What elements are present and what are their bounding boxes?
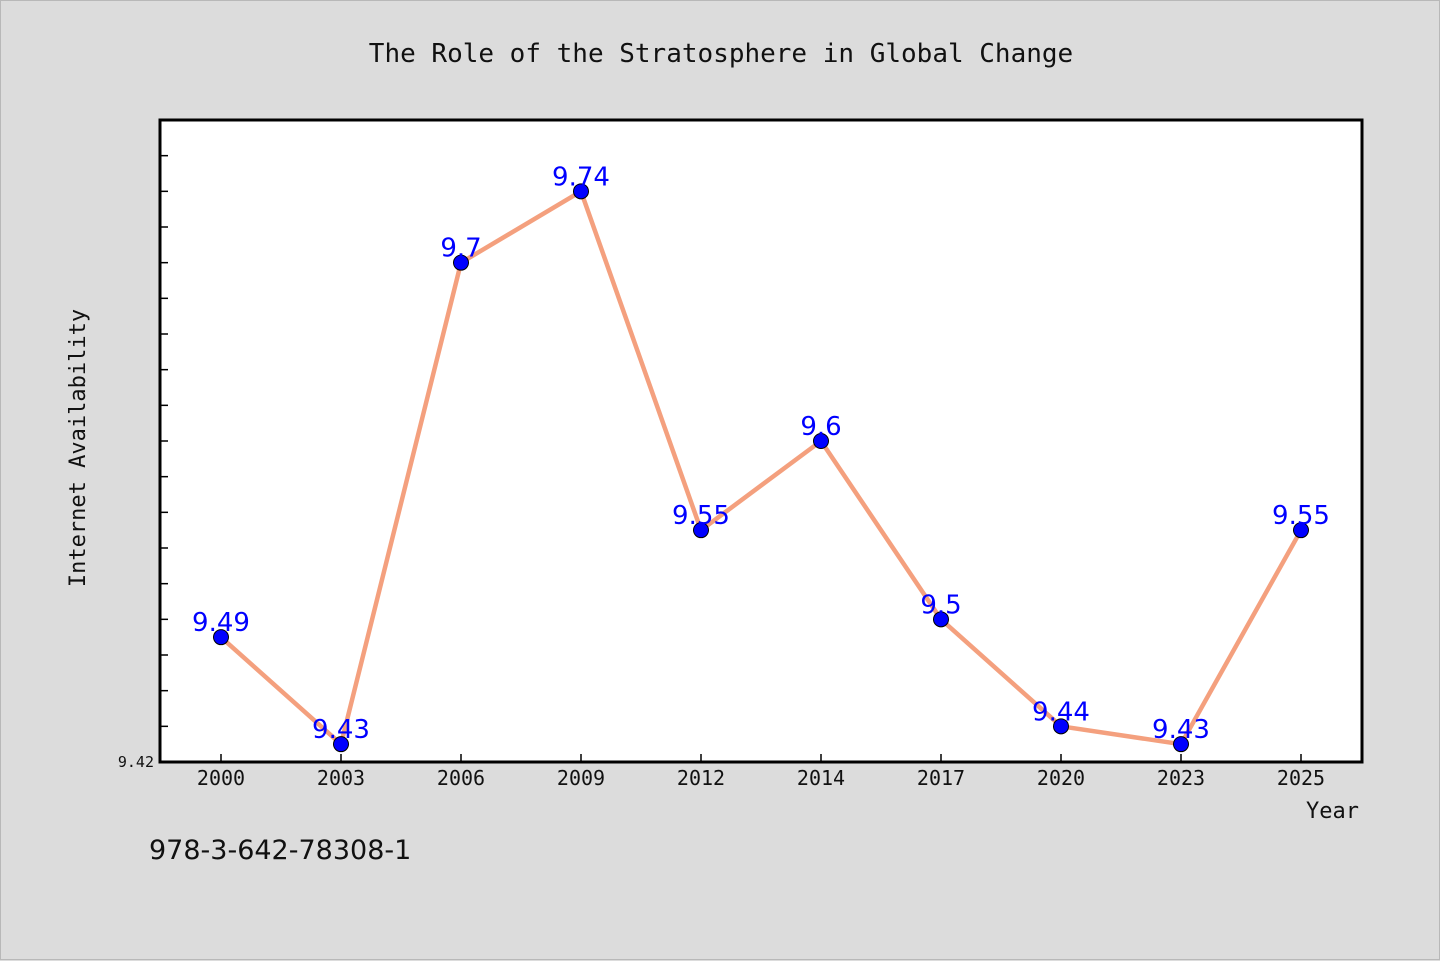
- data-label: 9.6: [800, 412, 841, 442]
- x-axis-ticks: 2000 2003 2006 2009 2012 2014 2017 2020 2023 2025: [197, 754, 1325, 790]
- data-label: 9.5: [920, 590, 961, 620]
- x-tick-label: 2025: [1277, 766, 1325, 790]
- data-point: [573, 183, 589, 200]
- data-point: [1293, 522, 1309, 539]
- data-label: 9.55: [1272, 501, 1330, 531]
- data-point: [333, 736, 349, 753]
- data-point: [813, 433, 829, 449]
- data-point: [1173, 736, 1189, 753]
- data-point: [933, 611, 949, 628]
- data-label: 9.55: [672, 501, 730, 531]
- data-label: 9.7: [440, 234, 481, 264]
- data-point: [693, 522, 709, 539]
- data-point: [1053, 718, 1069, 735]
- x-tick-label: 2000: [197, 766, 245, 790]
- y-axis-label: Internet Availability: [66, 309, 91, 587]
- x-tick-label: 2017: [917, 766, 965, 790]
- footnote-isbn: 978-3-642-78308-1: [149, 835, 412, 866]
- y-tick-label: 9.42: [118, 753, 154, 771]
- series-line: [218, 189, 1304, 747]
- chart-title: The Role of the Stratosphere in Global C…: [369, 39, 1073, 69]
- plot-area: [158, 118, 1364, 764]
- x-tick-label: 2009: [557, 766, 605, 790]
- data-point: [453, 254, 469, 271]
- x-tick-label: 2014: [797, 766, 845, 790]
- data-points: [213, 183, 1309, 753]
- x-tick-label: 2003: [317, 766, 365, 790]
- data-point: [213, 629, 229, 646]
- series-polyline: [218, 189, 1304, 747]
- data-label: 9.43: [1152, 715, 1210, 745]
- y-axis-ticks: 9.42: [118, 154, 168, 771]
- data-label: 9.74: [552, 162, 610, 192]
- x-axis-label: Year: [1306, 799, 1359, 824]
- x-tick-label: 2023: [1157, 766, 1205, 790]
- data-label: 9.49: [192, 608, 250, 638]
- data-label: 9.43: [312, 715, 370, 745]
- x-tick-label: 2006: [437, 766, 485, 790]
- data-label: 9.44: [1032, 697, 1090, 727]
- x-tick-label: 2020: [1037, 766, 1085, 790]
- x-tick-label: 2012: [677, 766, 725, 790]
- data-labels: 9.49 9.43 9.7 9.74 9.55 9.6 9.5 9.44 9.43 9.55: [192, 162, 1330, 745]
